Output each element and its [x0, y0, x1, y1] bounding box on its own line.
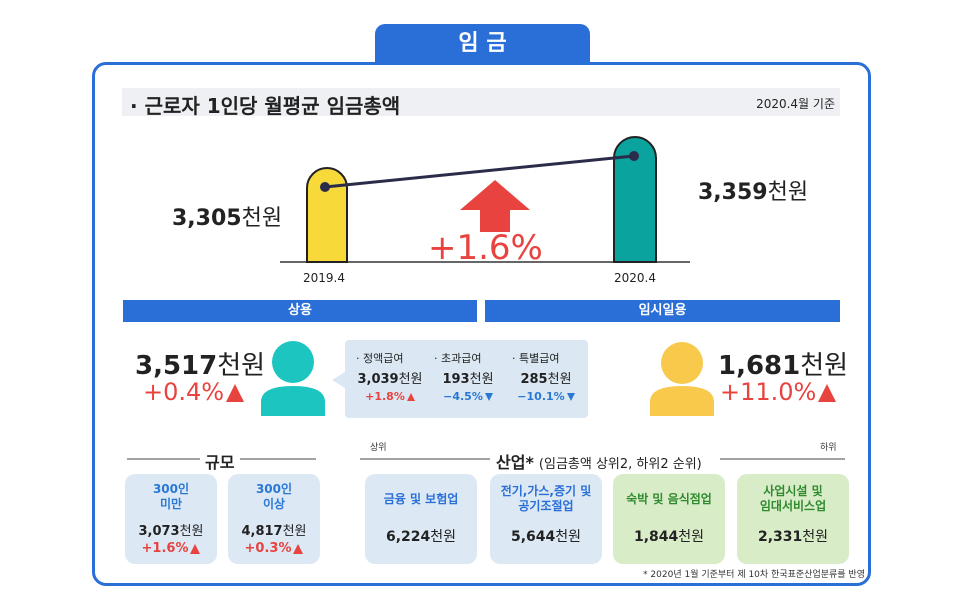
temporary-amount: 1,681천원 — [718, 351, 849, 381]
regular-bar: 상용 — [123, 300, 477, 322]
size-amount: 4,817천원 — [228, 520, 320, 539]
industry-amount: 6,224천원 — [365, 526, 477, 546]
industry-label: 사업시설 및 임대서비스업 — [759, 484, 827, 513]
breakdown-amount: 193천원 — [430, 368, 506, 387]
breakdown-change-value: −4.5% — [443, 390, 483, 403]
frame — [92, 62, 871, 586]
down-arrow — [484, 393, 493, 401]
size-unit: 천원 — [282, 524, 307, 539]
regular-change: +0.4% — [143, 378, 245, 406]
basis: 2020.4월 기준 — [756, 97, 835, 111]
pill-2019 — [306, 167, 348, 263]
breakdown-number: 3,039 — [357, 372, 399, 387]
size-number: 3,073 — [138, 524, 180, 539]
industry-card: 전기,가스,증기 및 공기조절업 5,644천원 — [490, 474, 602, 564]
title: 근로자 1인당 월평균 임금총액 — [130, 90, 401, 119]
person-regular — [261, 386, 325, 416]
breakdown-change: −4.5% — [430, 390, 506, 403]
breakdown-label: 정액급여 — [352, 350, 428, 366]
pill-2020 — [613, 136, 657, 263]
size-unit: 천원 — [179, 524, 204, 539]
industry-card: 사업시설 및 임대서비스업 2,331천원 — [737, 474, 849, 564]
up-arrow — [226, 384, 245, 402]
breakdown-change-value: +1.8% — [365, 390, 405, 403]
size-number: 4,817 — [241, 524, 283, 539]
top-label: 상위 — [370, 443, 387, 453]
temporary-bar: 임시일용 — [485, 300, 840, 322]
breakdown-item: 특별급여 285천원 −10.1% — [508, 350, 584, 403]
size-change: +1.6% — [125, 541, 217, 556]
industry-card: 숙박 및 음식점업 1,844천원 — [613, 474, 725, 564]
industry-number: 2,331 — [757, 529, 803, 545]
up-arrow — [818, 384, 837, 402]
industry-label: 금융 및 보험업 — [383, 491, 459, 506]
tab: 임 금 — [375, 24, 590, 64]
size-card: 300인 이상 4,817천원 +0.3% — [228, 474, 320, 564]
up-arrow — [460, 180, 530, 232]
date-2020: 2020.4 — [614, 271, 656, 285]
up-arrow — [190, 543, 201, 554]
industry-label: 전기,가스,증기 및 공기조절업 — [500, 484, 592, 513]
industry-amount: 1,844천원 — [613, 526, 725, 546]
breakdown-unit: 천원 — [398, 372, 423, 387]
size-card: 300인 미만 3,073천원 +1.6% — [125, 474, 217, 564]
industry-number: 6,224 — [385, 529, 431, 545]
bottom-label: 하위 — [820, 443, 837, 453]
breakdown-change: −10.1% — [508, 390, 584, 403]
temporary-change: +11.0% — [720, 378, 837, 406]
industry-number: 1,844 — [633, 529, 679, 545]
breakdown-change: +1.8% — [352, 390, 428, 403]
size-change: +0.3% — [228, 541, 320, 556]
breakdown-change-value: −10.1% — [517, 390, 565, 403]
size-change-value: +0.3% — [244, 541, 292, 556]
total-change: +1.6% — [428, 228, 543, 268]
breakdown-amount: 3,039천원 — [352, 368, 428, 387]
breakdown-label: 초과급여 — [430, 350, 506, 366]
industry-unit: 천원 — [678, 529, 705, 545]
industry-title: 산업* (임금총액 상위2, 하위2 순위) — [496, 453, 702, 472]
breakdown-number: 193 — [442, 372, 470, 387]
industry-number: 5,644 — [510, 529, 556, 545]
up-arrow — [406, 393, 415, 401]
breakdown-amount: 285천원 — [508, 368, 584, 387]
industry-unit: 천원 — [555, 529, 582, 545]
size-change-value: +1.6% — [141, 541, 189, 556]
breakdown-unit: 천원 — [547, 372, 572, 387]
industry-unit: 천원 — [802, 529, 829, 545]
size-amount: 3,073천원 — [125, 520, 217, 539]
size-label: 300인 이상 — [255, 482, 293, 511]
industry-unit: 천원 — [430, 529, 457, 545]
breakdown-item: 초과급여 193천원 −4.5% — [430, 350, 506, 403]
size-title: 규모 — [205, 453, 235, 472]
regular-amount: 3,517천원 — [135, 351, 266, 381]
industry-card: 금융 및 보험업 6,224천원 — [365, 474, 477, 564]
up-arrow — [293, 543, 304, 554]
breakdown-label: 특별급여 — [508, 350, 584, 366]
amount-2019: 3,305천원 — [172, 206, 283, 231]
date-2019: 2019.4 — [303, 271, 345, 285]
down-arrow — [566, 393, 575, 401]
industry-amount: 5,644천원 — [490, 526, 602, 546]
breakdown-number: 285 — [520, 372, 548, 387]
footnote: * 2020년 1월 기준부터 제 10차 한국표준산업분류를 반영 — [643, 570, 865, 580]
person-temporary — [650, 386, 714, 416]
size-label: 300인 미만 — [152, 482, 190, 511]
breakdown-unit: 천원 — [469, 372, 494, 387]
industry-label: 숙박 및 음식점업 — [626, 491, 712, 506]
amount-2020: 3,359천원 — [698, 180, 809, 205]
industry-amount: 2,331천원 — [737, 526, 849, 546]
breakdown-item: 정액급여 3,039천원 +1.8% — [352, 350, 428, 403]
